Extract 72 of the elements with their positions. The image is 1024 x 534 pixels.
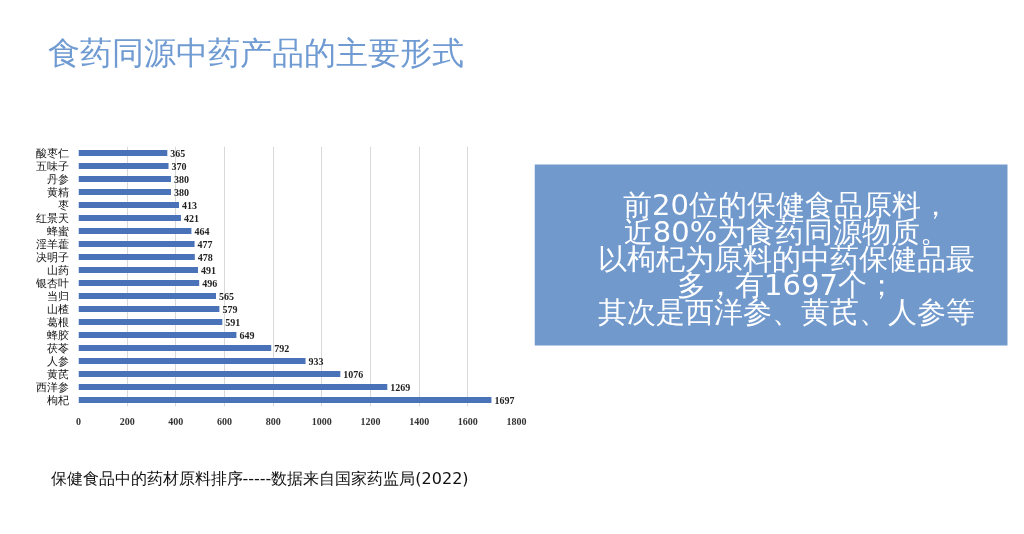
- bar: [78, 357, 306, 365]
- y-tick-label: 蜂蜜: [46, 225, 69, 237]
- data-label: 370: [171, 160, 187, 172]
- bar: [78, 305, 220, 313]
- data-label: 421: [183, 212, 199, 224]
- bar: [78, 344, 272, 352]
- data-label: 1269: [390, 381, 411, 393]
- y-tick-label: 茯苓: [46, 342, 69, 354]
- bar: [78, 383, 388, 391]
- bar: [78, 240, 195, 248]
- data-label: 464: [194, 225, 210, 237]
- data-label: 792: [274, 342, 290, 354]
- y-tick-label: 西洋参: [35, 381, 69, 393]
- y-tick-label: 淫羊藿: [35, 238, 69, 250]
- bar: [78, 214, 181, 222]
- bar: [78, 253, 195, 261]
- x-tick-label: 1200: [360, 415, 381, 427]
- bar: [78, 227, 192, 235]
- bar: [78, 175, 171, 183]
- chart-title: 食药同源中药产品的主要形式: [47, 33, 464, 72]
- bar: [78, 396, 492, 404]
- y-tick-label: 山药: [46, 264, 69, 276]
- text: 保健食品中的药材原料排序-----数据来自国家药监局(2022): [50, 468, 469, 488]
- y-tick-label: 枸杞: [46, 394, 69, 406]
- data-label: 365: [170, 147, 186, 159]
- x-tick-label: 1000: [311, 415, 332, 427]
- data-label: 565: [218, 290, 234, 302]
- bar: [78, 370, 341, 378]
- x-tick-label: 800: [265, 415, 281, 427]
- data-label: 380: [173, 186, 189, 198]
- y-tick-label: 红景天: [35, 212, 69, 224]
- data-label: 649: [239, 329, 255, 341]
- data-label: 380: [173, 173, 189, 185]
- data-label: 933: [308, 355, 324, 367]
- bar: [78, 188, 171, 196]
- data-label: 491: [200, 264, 216, 276]
- y-tick-label: 丹参: [46, 173, 69, 185]
- y-tick-label: 山楂: [46, 303, 69, 315]
- x-tick-label: 1800: [506, 415, 527, 427]
- y-tick-label: 银杏叶: [34, 277, 69, 289]
- y-tick-label: 黄精: [46, 186, 69, 198]
- data-label: 1076: [343, 368, 364, 380]
- y-tick-label: 黄芪: [46, 368, 69, 380]
- x-tick-label: 200: [119, 415, 135, 427]
- x-tick-label: 400: [168, 415, 184, 427]
- x-tick-label: 600: [217, 415, 232, 427]
- y-tick-label: 枣: [57, 199, 69, 211]
- data-label: 579: [222, 303, 238, 315]
- y-tick-label: 人参: [46, 355, 69, 367]
- bar: [78, 331, 237, 339]
- y-tick-label: 酸枣仁: [35, 147, 69, 159]
- data-label: 413: [182, 199, 197, 211]
- bar: [78, 318, 223, 326]
- data-label: 477: [197, 238, 213, 250]
- bar: [78, 162, 169, 170]
- x-tick-label: 1400: [409, 415, 430, 427]
- bar: [78, 266, 198, 274]
- data-label: 1697: [494, 394, 515, 406]
- y-tick-label: 五味子: [35, 160, 69, 172]
- bar: [78, 279, 200, 287]
- y-tick-label: 当归: [46, 290, 69, 302]
- y-tick-label: 决明子: [35, 251, 69, 263]
- data-label: 478: [197, 251, 213, 263]
- x-tick-label: 1600: [457, 415, 478, 427]
- data-label: 591: [225, 316, 241, 328]
- bar: [78, 201, 179, 209]
- data-label: 496: [202, 277, 218, 289]
- x-tick-label: 0: [76, 415, 81, 427]
- bar: [78, 149, 168, 157]
- bar: [78, 292, 216, 300]
- y-tick-label: 葛根: [46, 316, 69, 328]
- y-tick-label: 蜂胶: [46, 329, 69, 341]
